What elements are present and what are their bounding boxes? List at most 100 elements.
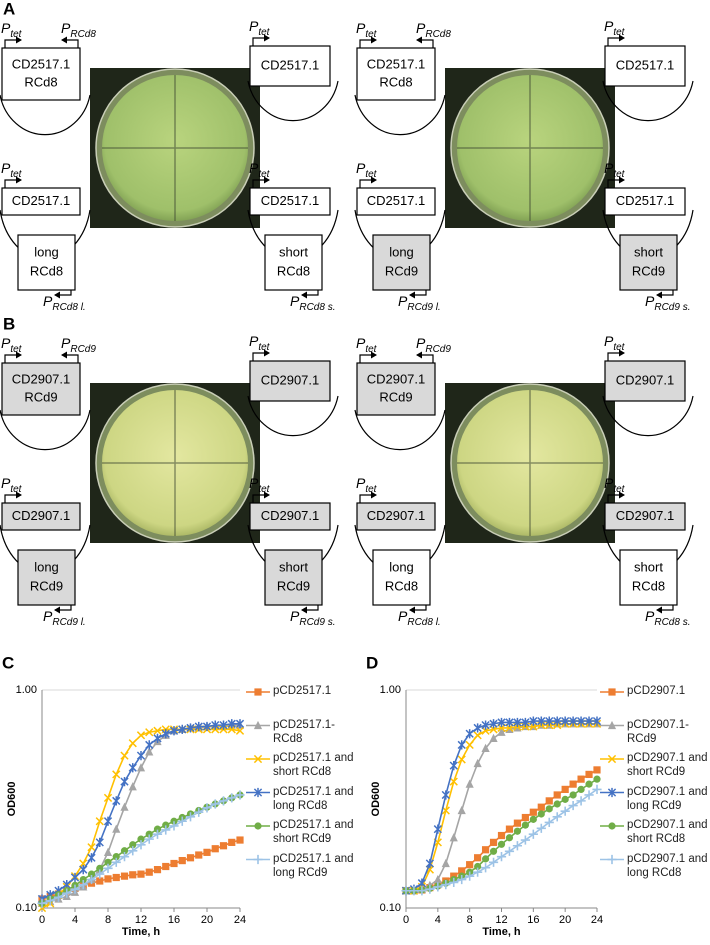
x-tick-label: 16	[168, 914, 180, 926]
promoter-label: Ptet	[249, 475, 271, 495]
x-tick-label: 20	[559, 914, 571, 926]
data-point	[153, 726, 162, 735]
construct-text: RCd8	[24, 74, 57, 89]
promoter-arrow	[359, 354, 376, 363]
data-point	[489, 733, 498, 742]
arrow-head	[54, 606, 60, 614]
data-point	[235, 726, 245, 735]
promoter-subscript: tet	[613, 27, 625, 38]
promoter-subscript: tet	[613, 169, 625, 180]
data-point	[103, 847, 113, 856]
gene-box	[249, 502, 331, 531]
promoter-label: Ptet	[1, 475, 23, 495]
construct-text: RCd8	[277, 263, 310, 278]
promoter-letter: P	[43, 293, 53, 309]
arrow-head	[16, 36, 22, 44]
data-point	[497, 717, 506, 728]
promoter-arrow	[302, 605, 319, 611]
promoter-letter: P	[356, 335, 366, 351]
construct-text: CD2907.1	[261, 372, 320, 387]
promoter-label: Ptet	[1, 335, 23, 355]
promoter-letter: P	[604, 475, 614, 491]
promoter-subscript: tet	[365, 169, 377, 180]
data-point	[584, 716, 594, 726]
construct-text: short	[634, 244, 663, 259]
promoter-letter: P	[43, 608, 53, 624]
promoter-label: PRCd9 l.	[43, 608, 86, 628]
legend-entry: pCD2907.1 and short RCd9	[627, 752, 708, 778]
gene-box	[249, 45, 331, 87]
data-point	[568, 716, 578, 726]
construct-text: long	[389, 244, 414, 259]
arrow-head	[619, 491, 625, 499]
x-tick-label: 16	[527, 914, 539, 926]
data-point	[153, 733, 162, 743]
data-point	[401, 886, 411, 896]
promoter-arrow	[4, 179, 21, 188]
promoter-subscript: RCd9 s.	[654, 302, 690, 313]
promoter-letter: P	[398, 608, 408, 624]
plate-divider	[102, 390, 248, 536]
construct-text: RCd9	[277, 578, 310, 593]
data-point	[136, 731, 146, 740]
data-point	[457, 874, 467, 885]
construct-text: RCd8	[379, 74, 412, 89]
legend-entry: pCD2907.1	[627, 685, 686, 697]
data-point	[497, 840, 506, 848]
data-point	[513, 827, 522, 835]
promoter-label: PRCd8 l.	[398, 608, 441, 628]
construct-text: RCd8	[385, 578, 418, 593]
data-point	[425, 858, 435, 869]
legend-entry: pCD2907.1-RCd9	[627, 718, 690, 745]
promoter-label: Ptet	[249, 333, 271, 353]
x-tick-label: 12	[135, 914, 147, 926]
promoter-label: Ptet	[249, 160, 271, 180]
data-point	[553, 716, 562, 726]
legend-entry: pCD2517.1	[273, 685, 332, 697]
data-point	[228, 838, 236, 846]
data-point	[433, 874, 442, 884]
construct-text: CD2907.1	[616, 508, 675, 523]
promoter-arrow	[4, 39, 21, 48]
data-point	[545, 716, 554, 726]
data-point	[481, 720, 490, 730]
promoter-arrow	[410, 605, 427, 611]
data-point	[505, 717, 514, 728]
x-tick-label: 8	[105, 914, 111, 926]
data-point	[528, 829, 538, 839]
data-point	[593, 766, 601, 774]
promoter-subscript: RCd8	[70, 29, 96, 40]
arrow-head	[264, 176, 270, 184]
construct-text: RCd8	[30, 263, 63, 278]
data-point	[202, 721, 212, 732]
data-point	[96, 877, 104, 885]
data-point	[169, 726, 179, 736]
promoter-subscript: tet	[10, 29, 22, 40]
data-point	[489, 719, 498, 729]
promoter-arrow	[252, 494, 269, 503]
promoter-letter: P	[356, 475, 366, 491]
data-point	[474, 862, 482, 871]
data-point	[194, 721, 203, 732]
data-point	[95, 837, 104, 847]
arrow-head	[61, 351, 67, 359]
construct-text: CD2517.1	[261, 193, 320, 208]
data-point	[433, 824, 442, 834]
arrow-head	[16, 176, 22, 184]
x-tick-label: 4	[435, 914, 441, 926]
gene-box	[356, 502, 436, 531]
data-point	[592, 716, 602, 726]
data-point	[457, 755, 466, 764]
data-point	[95, 817, 104, 826]
data-point	[497, 727, 506, 736]
data-point	[186, 723, 195, 733]
data-point	[607, 720, 617, 730]
data-point	[137, 835, 145, 843]
arrow-head	[409, 606, 415, 614]
data-point	[489, 847, 498, 855]
promoter-arrow	[410, 290, 427, 296]
data-point	[218, 796, 229, 806]
arrow-head	[416, 36, 422, 44]
data-point	[195, 851, 203, 859]
